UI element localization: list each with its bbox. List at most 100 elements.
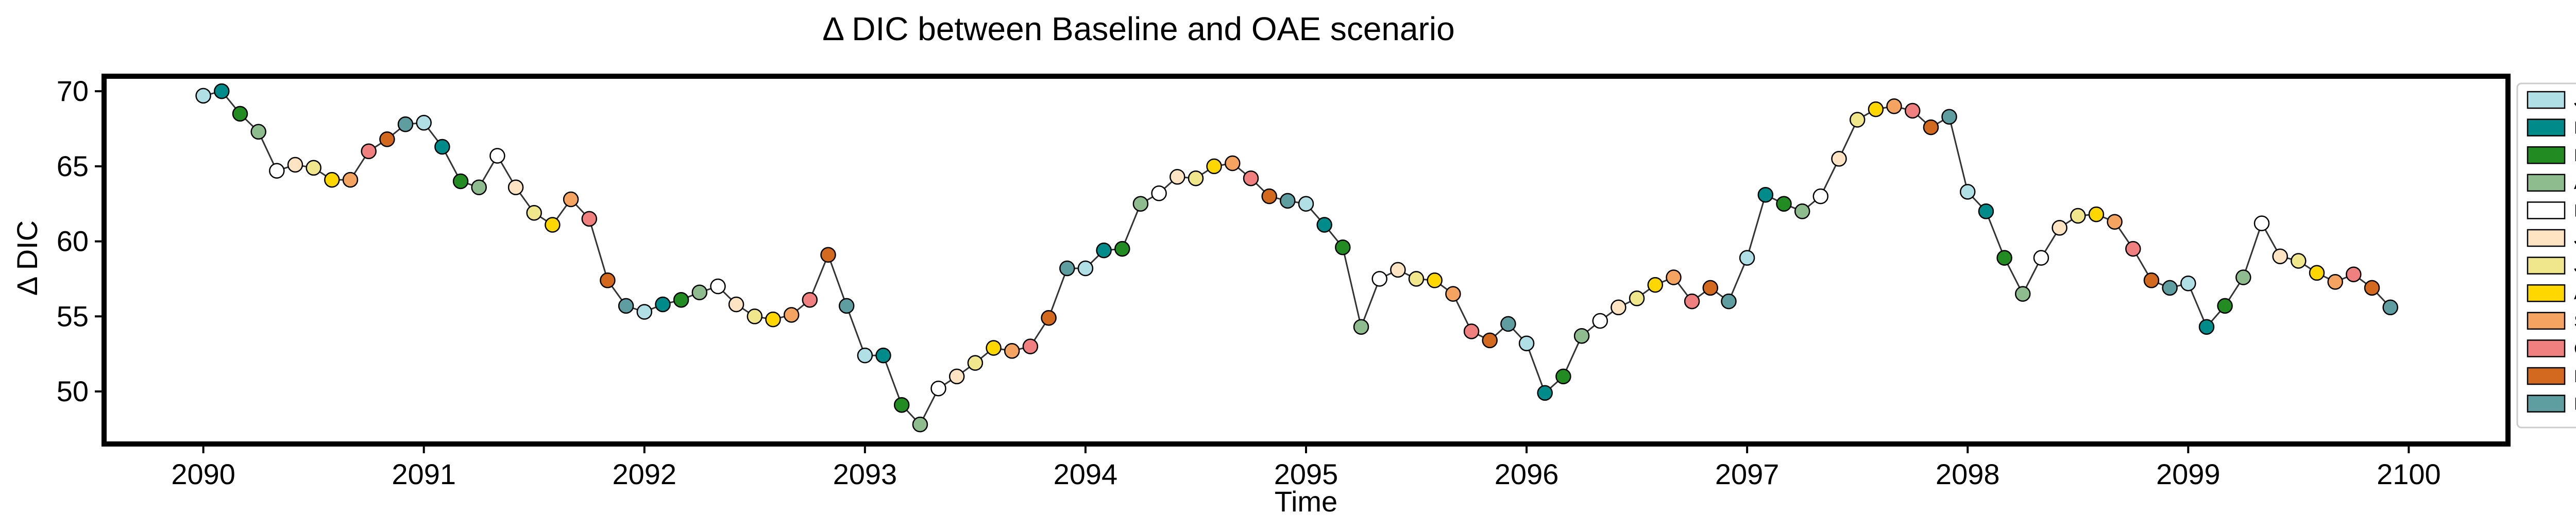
data-point-may (2253, 215, 2270, 231)
x-tick-label: 2100 (2377, 458, 2441, 490)
data-point-june (1831, 151, 1847, 167)
data-point-july (526, 204, 542, 221)
data-point-nov (1923, 119, 1939, 135)
data-point-apr (691, 284, 708, 300)
data-point-mar (1776, 196, 1792, 212)
x-tick-label: 2095 (1274, 458, 1338, 490)
legend-swatch-jan (2527, 91, 2566, 109)
data-point-sept (1225, 155, 1241, 172)
legend-swatch-aug (2527, 284, 2566, 302)
data-point-mar (452, 173, 469, 190)
data-point-dec (1500, 316, 1516, 332)
data-point-feb (1096, 242, 1112, 259)
y-tick-label: 65 (57, 150, 89, 182)
data-point-mar (1335, 239, 1351, 255)
data-point-apr (250, 124, 266, 140)
data-point-june (2272, 248, 2288, 264)
legend-swatch-may (2527, 201, 2566, 219)
data-point-aug (1868, 101, 1884, 117)
data-point-aug (545, 217, 561, 233)
legend-label-june: June (2574, 229, 2576, 248)
data-point-jan (857, 347, 873, 364)
data-point-may (1151, 185, 1167, 201)
legend-swatch-mar (2527, 146, 2566, 164)
data-point-july (1408, 271, 1425, 287)
data-point-oct (2346, 266, 2362, 282)
x-tick-label: 2091 (392, 458, 456, 490)
data-point-oct (1022, 338, 1039, 354)
data-point-apr (1132, 196, 1149, 212)
legend-label-aug: Aug (2574, 284, 2576, 303)
legend-swatch-oct (2527, 339, 2566, 357)
data-point-dec (1941, 109, 1957, 125)
data-point-apr (912, 416, 928, 433)
data-point-jan (1739, 250, 1755, 266)
x-tick-label: 2094 (1054, 458, 1118, 490)
data-point-dec (838, 298, 855, 314)
legend-label-may: May (2574, 201, 2576, 220)
data-point-aug (2309, 265, 2325, 281)
legend-label-july: July (2574, 257, 2576, 276)
data-point-june (2052, 220, 2067, 236)
x-tick-label: 2096 (1495, 458, 1559, 490)
data-point-nov (2143, 272, 2160, 288)
data-point-aug (324, 172, 340, 188)
data-point-sept (1004, 343, 1020, 359)
data-point-aug (2088, 206, 2105, 223)
data-point-feb (1316, 217, 1332, 233)
data-point-apr (2014, 286, 2031, 302)
data-point-nov (1702, 280, 1719, 296)
data-point-aug (986, 340, 1002, 356)
data-point-aug (765, 311, 781, 328)
data-point-aug (1206, 158, 1222, 175)
legend-swatch-feb (2527, 118, 2566, 136)
legend-label-apr: Apr (2574, 174, 2576, 193)
data-point-feb (655, 296, 671, 313)
data-point-oct (1904, 102, 1921, 119)
data-point-july (1629, 290, 1645, 306)
plot-frame (101, 74, 2511, 447)
x-tick-label: 2092 (612, 458, 676, 490)
data-point-june (1390, 262, 1406, 278)
data-point-apr (1794, 203, 1810, 219)
data-point-oct (581, 211, 598, 227)
data-point-july (2070, 208, 2086, 224)
data-point-oct (361, 143, 377, 159)
data-point-may (1371, 271, 1387, 287)
data-point-apr (2235, 269, 2251, 285)
data-point-mar (1996, 250, 2012, 266)
chart-title: Δ DIC between Baseline and OAE scenario (822, 10, 1454, 47)
data-point-mar (1555, 368, 1571, 385)
data-point-jan (2180, 275, 2196, 292)
data-point-nov (1482, 332, 1498, 349)
data-point-jan (636, 304, 653, 320)
x-tick-label: 2097 (1715, 458, 1780, 490)
data-point-feb (1978, 203, 1994, 219)
data-point-dec (397, 116, 414, 132)
data-point-nov (600, 272, 616, 288)
data-point-oct (2125, 241, 2141, 257)
x-axis-label: Time (1275, 485, 1337, 518)
y-tick-label: 70 (57, 75, 89, 107)
data-point-apr (1573, 328, 1590, 344)
data-point-june (507, 179, 524, 195)
legend-swatch-june (2527, 229, 2566, 247)
data-point-may (710, 278, 726, 295)
data-point-july (747, 309, 763, 324)
data-point-june (1611, 299, 1626, 316)
legend-label-feb: Feb (2574, 118, 2576, 138)
data-point-mar (1114, 241, 1130, 257)
data-point-june (287, 157, 303, 173)
data-point-sept (783, 307, 800, 323)
data-point-feb (214, 83, 230, 99)
data-point-mar (2217, 298, 2233, 314)
data-point-sept (342, 172, 359, 188)
data-point-feb (1757, 186, 1774, 203)
data-point-feb (2198, 319, 2215, 335)
data-point-july (2291, 253, 2307, 269)
data-point-sept (1666, 269, 1682, 285)
data-point-jan (1959, 184, 1976, 200)
data-point-oct (1684, 293, 1700, 310)
data-point-oct (802, 292, 818, 308)
